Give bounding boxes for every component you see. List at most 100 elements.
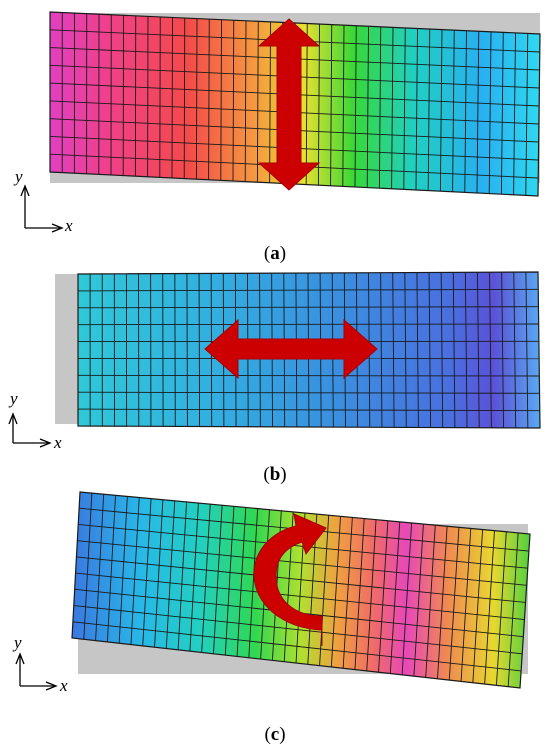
panel-a-figure: y x [13, 11, 541, 235]
mesh-line [189, 503, 199, 652]
mesh-line [401, 522, 413, 675]
mesh-line [201, 504, 211, 653]
mesh-line [416, 272, 419, 428]
mesh-line [305, 23, 308, 185]
mesh-line [83, 493, 93, 640]
mesh-line [452, 272, 456, 428]
panel-a: y x (a) [0, 0, 550, 268]
mesh-line [130, 497, 140, 645]
mesh-line [366, 26, 369, 188]
axis-glyph: y x [12, 633, 68, 695]
mesh-line [317, 24, 320, 186]
mesh-line [171, 17, 173, 179]
mesh-line [76, 556, 526, 603]
mesh-line [354, 518, 365, 670]
mesh-grid [78, 272, 540, 428]
mesh-line [391, 27, 394, 189]
caption-c: (c) [264, 724, 286, 745]
mesh-grid [72, 493, 529, 687]
mesh-line [378, 520, 389, 673]
mesh-line [319, 515, 330, 666]
mesh-line [342, 25, 345, 187]
mesh-line [236, 507, 247, 657]
mesh-line [75, 572, 525, 621]
deformed-mesh [72, 492, 530, 688]
caption-letter: c [270, 724, 280, 745]
mesh-line [489, 272, 492, 428]
mesh-line [165, 500, 176, 649]
mesh-line [477, 272, 480, 428]
mesh-line [78, 288, 539, 292]
mesh-line [472, 529, 484, 683]
mesh-line [142, 498, 152, 646]
mesh-line [464, 30, 467, 193]
x-axis-label: x [64, 216, 73, 235]
mesh-line [488, 31, 492, 194]
panel-c: y x (c) [0, 488, 550, 753]
mesh-line [78, 306, 539, 309]
mesh-line [403, 27, 406, 190]
mesh-line [404, 272, 407, 428]
mesh-line [500, 32, 504, 195]
mesh-line [413, 524, 424, 677]
mesh-line [495, 531, 507, 686]
y-axis-label: y [8, 389, 18, 408]
mesh-line [118, 496, 128, 644]
mesh-line [513, 32, 516, 195]
mesh-line [248, 508, 259, 658]
vertical-double-arrow-icon [257, 18, 321, 191]
caption-a: (a) [263, 243, 287, 264]
axis-glyph: y x [8, 389, 62, 452]
x-axis-label: x [59, 676, 68, 695]
panel-b-figure: y x [8, 271, 541, 452]
mesh-line [154, 499, 164, 648]
mesh-line [513, 272, 517, 428]
mesh-line [72, 621, 522, 672]
mesh-line [476, 31, 480, 194]
mesh-line [78, 391, 540, 394]
mesh-line [330, 516, 341, 667]
mesh-line [95, 494, 105, 641]
panel-c-figure: y x [12, 491, 531, 695]
mesh-line [195, 18, 198, 180]
mesh-line [330, 24, 333, 186]
mesh-line [448, 527, 460, 681]
axis-glyph: y x [13, 167, 73, 235]
mesh-line [177, 501, 188, 650]
mesh-line [437, 526, 448, 679]
mesh-line [428, 272, 432, 428]
mesh-line [78, 408, 540, 412]
mesh-line [415, 28, 418, 191]
mesh-line [342, 517, 353, 669]
mesh-line [224, 506, 235, 656]
mesh-line [440, 272, 444, 428]
mesh-line [73, 605, 523, 655]
y-axis-label: y [13, 167, 23, 186]
mesh-line [78, 374, 540, 377]
y-axis-label: y [12, 633, 22, 652]
mesh-line [256, 21, 259, 183]
mesh-line [77, 540, 527, 586]
mesh-line [501, 272, 504, 428]
mesh-line [484, 530, 495, 685]
mesh-line [439, 29, 443, 192]
mesh-line [452, 30, 455, 192]
mesh-line [366, 519, 377, 671]
caption-letter: a [270, 243, 280, 264]
x-axis-label: x [53, 433, 62, 452]
rotation-arrow-icon [253, 513, 327, 646]
mesh-line [213, 505, 223, 654]
horizontal-double-arrow-icon [204, 318, 378, 380]
caption-letter: b [269, 464, 281, 485]
mesh-line [269, 21, 271, 183]
mesh-line [507, 532, 519, 687]
mesh-line [378, 26, 382, 189]
mesh-line [460, 528, 472, 682]
mesh-line [220, 19, 222, 181]
mesh-line [427, 29, 431, 191]
mesh-line [232, 20, 235, 182]
mesh-line [106, 495, 116, 642]
mesh-line [380, 272, 383, 428]
panel-b: y x (b) [0, 268, 550, 493]
mesh-line [464, 272, 468, 428]
